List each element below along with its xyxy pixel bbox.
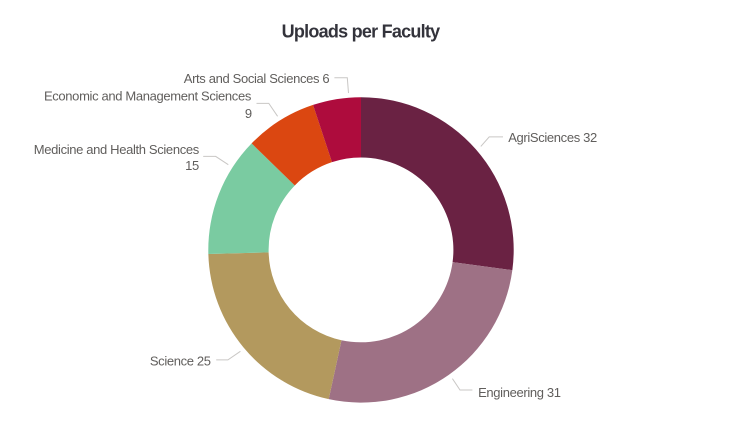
svg-text:Engineering 31: Engineering 31 <box>478 385 561 400</box>
svg-text:Science 25: Science 25 <box>150 354 211 369</box>
svg-text:Arts and Social Sciences 6: Arts and Social Sciences 6 <box>184 71 330 86</box>
svg-text:Medicine and Health Sciences: Medicine and Health Sciences <box>34 142 200 157</box>
svg-text:15: 15 <box>185 158 199 173</box>
svg-text:Uploads per Faculty: Uploads per Faculty <box>282 22 441 42</box>
svg-text:9: 9 <box>245 106 252 121</box>
svg-text:AgriSciences 32: AgriSciences 32 <box>508 130 597 145</box>
svg-text:Economic and Management Scienc: Economic and Management Sciences <box>44 88 252 103</box>
